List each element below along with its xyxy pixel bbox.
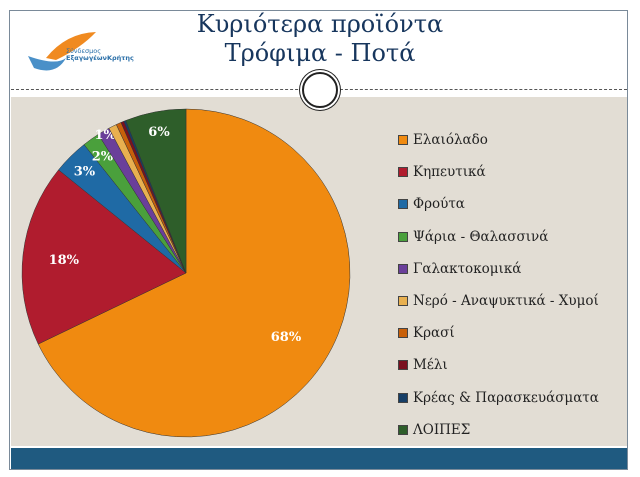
ring-ornament-icon [302, 72, 338, 108]
legend-label: Κρέας & Παρασκευάσματα [413, 389, 599, 406]
data-label: 68% [271, 330, 302, 345]
pie-slice [21, 169, 187, 345]
legend-item: ΛΟΙΠΕΣ [398, 414, 599, 446]
data-label: 3% [74, 164, 96, 179]
legend-item: Ελαιόλαδο [398, 124, 599, 156]
data-label: 2% [92, 149, 114, 164]
legend: Ελαιόλαδο Κηπευτικά Φρούτα Ψάρια - Θαλασσιν… [398, 124, 599, 446]
legend-item: Κηπευτικά [398, 156, 599, 188]
legend-swatch [398, 231, 408, 242]
legend-label: Κηπευτικά [413, 164, 486, 181]
footer-bar [11, 448, 627, 469]
legend-item: Κρασί [398, 317, 599, 349]
legend-item: Νερό - Αναψυκτικά - Χυμοί [398, 285, 599, 317]
legend-swatch [398, 167, 408, 178]
pie-slice [37, 108, 351, 438]
legend-label: Ελαιόλαδο [413, 132, 488, 149]
legend-swatch [398, 199, 408, 210]
legend-label: Νερό - Αναψυκτικά - Χυμοί [413, 293, 599, 310]
legend-swatch [398, 263, 408, 274]
logo-icon [28, 32, 96, 71]
legend-label: Μέλι [413, 357, 448, 374]
legend-item: Μέλι [398, 349, 599, 381]
legend-label: Κρασί [413, 325, 455, 342]
legend-item: Κρέας & Παρασκευάσματα [398, 382, 599, 414]
legend-swatch [398, 424, 408, 435]
legend-item: Ψάρια - Θαλασσινά [398, 221, 599, 253]
data-label: 6% [148, 125, 170, 140]
legend-label: Φρούτα [413, 196, 465, 213]
legend-label: ΛΟΙΠΕΣ [413, 421, 471, 438]
logo-text: Σύνδεσμος ΕξαγωγέωνΚρήτης [66, 47, 134, 62]
legend-swatch [398, 135, 408, 146]
legend-swatch [398, 360, 408, 371]
slide-title: Κυριότερα προϊόντα Τρόφιμα - Ποτά [196, 10, 444, 67]
legend-item: Γαλακτοκομικά [398, 253, 599, 285]
pie-slice [125, 108, 187, 274]
legend-swatch [398, 296, 408, 307]
legend-swatch [398, 392, 408, 403]
legend-label: Γαλακτοκομικά [413, 260, 522, 277]
legend-item: Φρούτα [398, 188, 599, 220]
data-label: 18% [49, 253, 80, 268]
legend-swatch [398, 328, 408, 339]
legend-label: Ψάρια - Θαλασσινά [413, 228, 549, 245]
